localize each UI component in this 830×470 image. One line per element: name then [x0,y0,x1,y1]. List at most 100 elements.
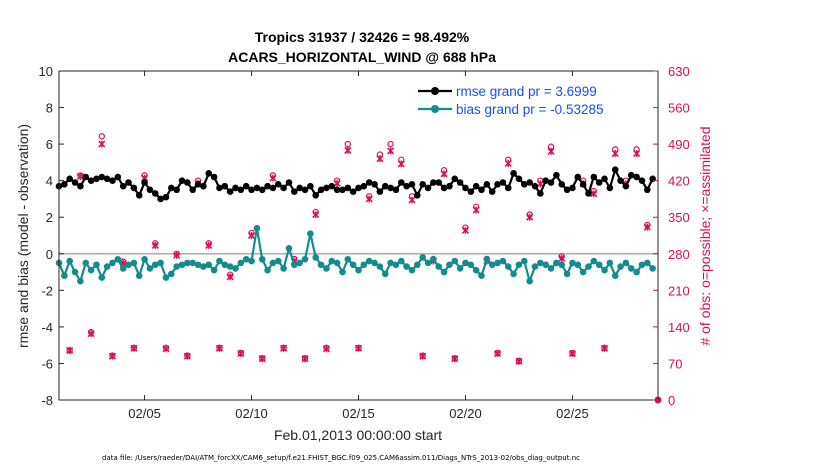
bias-point [462,259,469,267]
bias-point [253,224,261,232]
rmse-point [210,173,218,181]
bias-point [376,263,384,270]
y-right-tick-label: 280 [668,247,690,262]
obs-assimilated-point [493,349,502,358]
obs-assimilated-point [408,196,416,204]
obs-assimilated-point [536,180,544,188]
rmse-point [280,184,287,192]
bias-point [531,263,539,270]
rmse-point [520,181,528,188]
rmse-point [611,166,619,173]
bias-point [494,259,501,267]
rmse-point [478,186,485,194]
x-axis-ticks: 02/05 02/10 02/15 02/20 02/25 [128,71,589,421]
bias-point [430,255,437,263]
rmse-point [285,179,293,186]
bias-point [285,244,293,252]
bias-point [446,261,453,269]
y-left-tick-label: -2 [41,283,53,298]
obs-assimilated-point [269,174,277,182]
y-right-tick-label: 490 [668,137,690,152]
obs-assimilated-point [173,251,181,259]
bias-point [312,254,320,261]
obs-assimilated-point [301,355,309,363]
bias-point [291,261,298,269]
obs-assimilated-point [376,155,384,163]
bias-point [221,261,229,269]
bias-point [339,268,346,276]
bias-point [558,261,566,269]
rmse-point [547,179,555,186]
bias-point [162,274,170,281]
bias-point [71,268,79,276]
bias-point [595,261,603,269]
rmse-point [430,179,437,186]
rmse-point [472,182,480,190]
bias-point [622,259,630,267]
bias-point [542,261,549,269]
bias-series [55,224,656,285]
rmse-point [200,182,207,190]
obs-assimilated-point [365,195,373,203]
bias-point [344,255,352,263]
rmse-point [563,186,571,194]
y-left-tick-label: 4 [46,174,53,189]
bias-point [333,259,341,267]
rmse-series [55,166,656,203]
obs-assimilated-point [643,223,651,231]
bias-point [232,265,239,272]
x-tick-label: 02/20 [449,406,482,421]
bias-point [173,263,180,270]
bias-point [119,265,127,272]
rmse-point [526,179,533,186]
bias-point [109,259,116,267]
rmse-point [307,182,314,190]
rmse-point [168,184,175,192]
rmse-point [483,181,491,188]
bias-point [216,257,223,265]
bias-point [151,261,159,269]
bias-point [547,265,555,272]
y-axis-right-ticks: 0 70 140 210 280 350 420 490 560 630 [653,64,690,408]
bias-point [649,265,656,272]
y-right-tick-label: 560 [668,101,690,116]
bias-point [381,270,389,278]
bias-point [585,263,592,270]
bias-point [435,263,443,270]
rmse-point [414,191,421,199]
rmse-point [323,184,330,192]
legend-bias-label: bias grand pr = -0.53285 [456,102,603,117]
rmse-point [537,190,544,197]
bias-point [242,255,250,263]
rmse-point [622,182,630,190]
obs-assimilated-point [344,146,352,154]
rmse-point [232,184,239,192]
bias-point [114,255,122,263]
rmse-point [392,186,400,194]
obs-assimilated-point [130,344,138,352]
bias-point [440,268,448,276]
bias-point [189,259,197,267]
y-right-tick-label: 70 [668,356,682,371]
rmse-point [376,188,384,195]
rmse-point [344,184,352,192]
bias-point [478,272,485,280]
x-tick-label: 02/10 [235,406,268,421]
rmse-point [440,184,448,192]
bias-point [146,265,154,272]
bias-point [574,261,582,269]
legend-rmse-marker [431,87,439,95]
bias-point [103,263,111,270]
y-right-tick-label: 350 [668,210,690,225]
rmse-point [77,182,84,190]
bias-point [141,255,148,263]
legend-bias-marker [431,105,439,113]
rmse-point [109,177,116,184]
rmse-point [221,182,229,190]
rmse-point [579,181,587,188]
y-left-tick-label: 2 [46,210,53,225]
obs-assimilated-point [397,160,405,168]
rmse-point [349,188,357,195]
bias-point [210,266,218,274]
rmse-point [141,179,148,186]
